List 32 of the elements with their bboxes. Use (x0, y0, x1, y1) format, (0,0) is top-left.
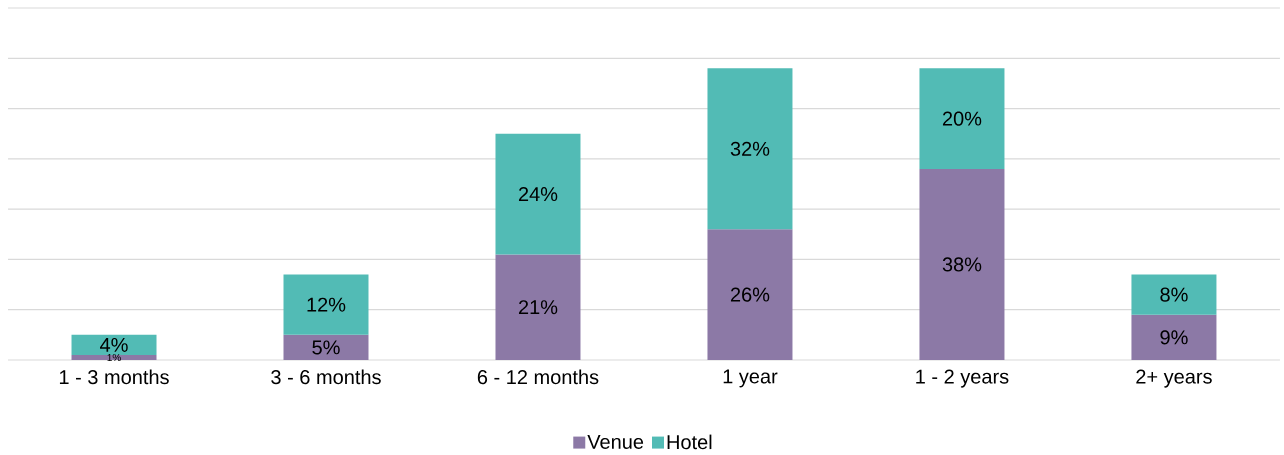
bar (71, 355, 157, 361)
bar (919, 68, 1005, 170)
data-label: 8% (1160, 287, 1188, 302)
bar (1131, 274, 1217, 315)
bar (495, 254, 581, 361)
bar (1131, 314, 1217, 361)
bar (283, 335, 369, 361)
bar (919, 169, 1005, 361)
data-label: 38% (942, 257, 982, 272)
legend-label: Venue (587, 435, 644, 450)
x-tick-label: 3 - 6 months (271, 369, 381, 385)
legend-label: Hotel (667, 434, 712, 450)
data-label: 1% (107, 354, 121, 362)
data-label: 26% (730, 287, 770, 302)
bar (283, 274, 369, 336)
data-label: 4% (100, 338, 128, 353)
bar (71, 335, 157, 356)
data-label: 12% (307, 297, 346, 312)
data-label: 21% (518, 300, 558, 315)
x-tick-label: 1 year (723, 369, 778, 388)
data-label: 24% (518, 187, 558, 202)
x-tick-label: 2+ years (1136, 369, 1212, 388)
bar (707, 229, 793, 361)
data-label: 5% (312, 340, 340, 355)
x-tick-label: 1 - 2 years (916, 369, 1009, 388)
data-label: 32% (730, 141, 770, 157)
data-label: 9% (1160, 330, 1188, 345)
bar (495, 133, 581, 255)
bar (707, 68, 793, 230)
x-tick-label: 1 - 3 months (59, 369, 169, 385)
data-label: 20% (942, 111, 982, 126)
x-tick-label: 6 - 12 months (477, 369, 599, 385)
